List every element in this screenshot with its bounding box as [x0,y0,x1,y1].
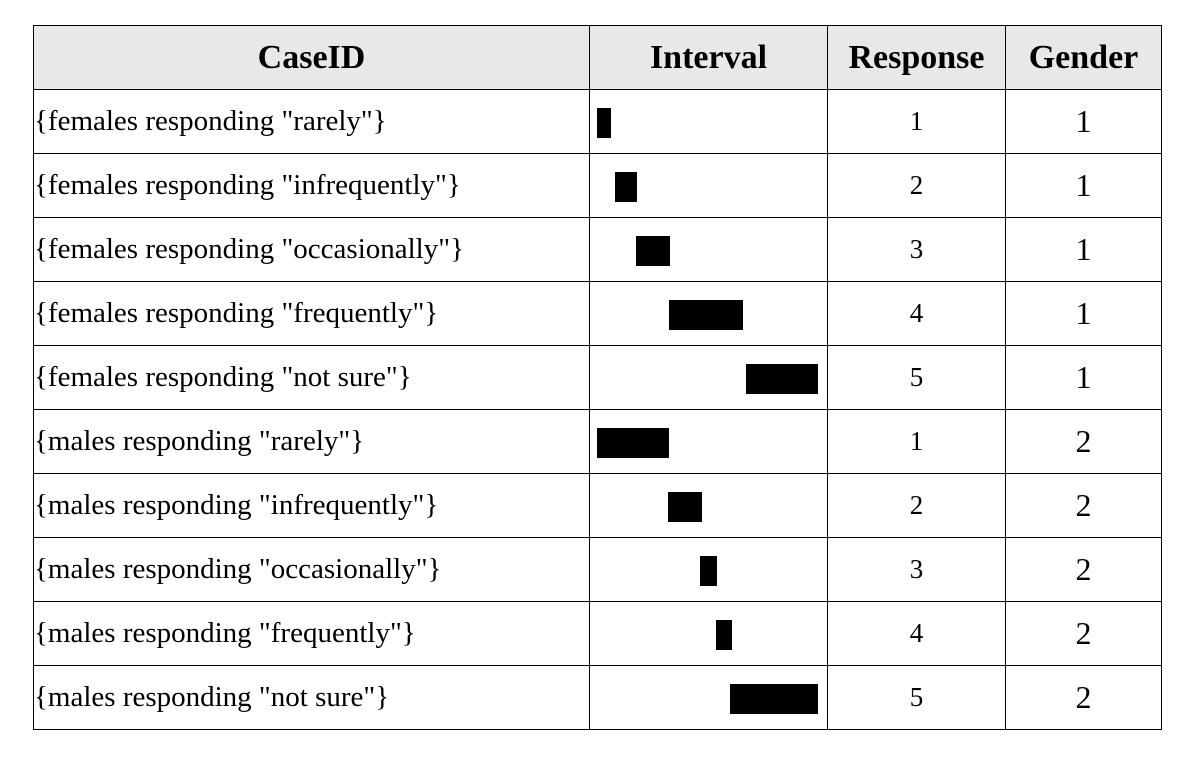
response-cell: 1 [827,89,1006,154]
header-caseid: CaseID [33,25,590,90]
interval-cell [589,665,828,730]
interval-bar [635,236,670,266]
caseid-cell: {males responding "occasionally"} [33,537,590,602]
caseid-cell: {males responding "frequently"} [33,601,590,666]
interval-bar [668,300,743,330]
caseid-cell: {females responding "occasionally"} [33,217,590,282]
interval-cell [589,281,828,346]
gender-cell: 2 [1005,409,1162,474]
response-cell: 4 [827,281,1006,346]
interval-bar [614,172,637,202]
gender-cell: 1 [1005,89,1162,154]
gender-cell: 1 [1005,153,1162,218]
interval-bar [746,364,818,394]
response-cell: 3 [827,537,1006,602]
gender-cell: 2 [1005,473,1162,538]
caseid-cell: {females responding "rarely"} [33,89,590,154]
gender-cell: 2 [1005,665,1162,730]
caseid-cell: {males responding "infrequently"} [33,473,590,538]
table-row: {males responding "not sure"} 5 2 [33,665,1162,730]
table-row: {males responding "infrequently"} 2 2 [33,473,1162,538]
gender-cell: 1 [1005,217,1162,282]
interval-cell [589,217,828,282]
interval-bar [597,428,669,458]
table-row: {females responding "infrequently"} 2 1 [33,153,1162,218]
table-row: {females responding "not sure"} 5 1 [33,345,1162,410]
header-gender: Gender [1005,25,1162,90]
header-response: Response [827,25,1006,90]
table-row: {females responding "rarely"} 1 1 [33,89,1162,154]
interval-cell [589,153,828,218]
interval-bar [729,684,818,714]
response-cell: 5 [827,345,1006,410]
data-table: CaseID Interval Response Gender {females… [33,25,1162,730]
interval-cell [589,89,828,154]
table-body: {females responding "rarely"} 1 1 {females … [33,89,1162,730]
gender-cell: 1 [1005,281,1162,346]
interval-cell [589,345,828,410]
response-cell: 2 [827,473,1006,538]
interval-bar [597,108,612,138]
table-row: {females responding "frequently"} 4 1 [33,281,1162,346]
table-row: {males responding "occasionally"} 3 2 [33,537,1162,602]
header-row: CaseID Interval Response Gender [33,25,1162,90]
response-cell: 3 [827,217,1006,282]
interval-cell [589,601,828,666]
interval-cell [589,409,828,474]
table-row: {males responding "frequently"} 4 2 [33,601,1162,666]
response-cell: 1 [827,409,1006,474]
interval-bar [667,492,702,522]
table-row: {females responding "occasionally"} 3 1 [33,217,1162,282]
response-cell: 4 [827,601,1006,666]
table-row: {males responding "rarely"} 1 2 [33,409,1162,474]
gender-cell: 1 [1005,345,1162,410]
caseid-cell: {males responding "not sure"} [33,665,590,730]
gender-cell: 2 [1005,537,1162,602]
response-cell: 5 [827,665,1006,730]
gender-cell: 2 [1005,601,1162,666]
interval-bar [699,556,718,586]
caseid-cell: {females responding "infrequently"} [33,153,590,218]
caseid-cell: {females responding "frequently"} [33,281,590,346]
header-interval: Interval [589,25,828,90]
interval-bar [716,620,732,650]
response-cell: 2 [827,153,1006,218]
interval-cell [589,473,828,538]
caseid-cell: {males responding "rarely"} [33,409,590,474]
caseid-cell: {females responding "not sure"} [33,345,590,410]
interval-cell [589,537,828,602]
